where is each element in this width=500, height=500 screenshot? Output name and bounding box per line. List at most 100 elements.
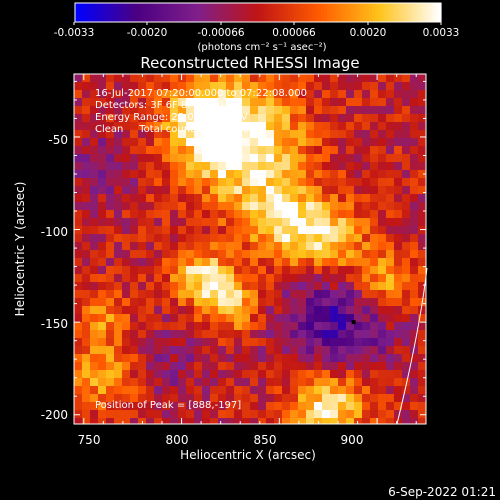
heatmap-cell [410, 146, 419, 155]
heatmap-cell [218, 370, 227, 379]
heatmap-cell [202, 194, 211, 203]
heatmap-cell [402, 106, 411, 115]
heatmap-cell [346, 338, 355, 347]
heatmap-cell [98, 370, 107, 379]
heatmap-cell [354, 130, 363, 139]
colorbar-cell [144, 3, 148, 22]
heatmap-cell [402, 354, 411, 363]
heatmap-cell [98, 154, 107, 163]
heatmap-cell [370, 202, 379, 211]
heatmap-cell [234, 194, 243, 203]
colorbar-cell [315, 3, 319, 22]
heatmap-cell [314, 314, 323, 323]
colorbar-cell [105, 3, 109, 22]
heatmap-cell [242, 362, 251, 371]
heatmap-cell [346, 194, 355, 203]
heatmap-cell [194, 186, 203, 195]
heatmap-cell [274, 210, 283, 219]
heatmap-cell [154, 218, 163, 227]
heatmap-cell [186, 338, 195, 347]
colorbar-cell [273, 3, 277, 22]
heatmap-cell [306, 170, 315, 179]
heatmap-cell [394, 122, 403, 131]
heatmap-cell [202, 258, 211, 267]
heatmap-cell [226, 346, 235, 355]
heatmap-cell [146, 402, 155, 411]
heatmap-cell [202, 330, 211, 339]
heatmap-cell [122, 386, 131, 395]
heatmap-cell [330, 122, 339, 131]
colorbar-cell [213, 3, 217, 22]
heatmap-cell [410, 122, 419, 131]
heatmap-cell [114, 138, 123, 147]
heatmap-cell [194, 178, 203, 187]
heatmap-cell [186, 418, 195, 425]
heatmap-cell [90, 138, 99, 147]
heatmap-cell [106, 194, 115, 203]
heatmap-cell [138, 362, 147, 371]
heatmap-cell [210, 354, 219, 363]
heatmap-cell [202, 274, 211, 283]
heatmap-cell [98, 274, 107, 283]
heatmap-cell [226, 394, 235, 403]
heatmap-cell [250, 186, 259, 195]
heatmap-cell [250, 242, 259, 251]
colorbar-cell [243, 3, 247, 22]
heatmap-cell [82, 250, 91, 259]
heatmap-cell [322, 314, 331, 323]
heatmap-cell [122, 274, 131, 283]
heatmap-cell [226, 74, 235, 83]
heatmap-cell [290, 290, 299, 299]
colorbar-cell [435, 3, 439, 22]
heatmap-cell [162, 122, 171, 131]
heatmap-cell [306, 154, 315, 163]
heatmap-cell [282, 146, 291, 155]
heatmap-cell [354, 354, 363, 363]
heatmap-cell [354, 90, 363, 99]
heatmap-cell [378, 170, 387, 179]
heatmap-cell [282, 242, 291, 251]
colorbar-cell [423, 3, 427, 22]
heatmap-cell [338, 410, 347, 419]
heatmap-cell [82, 338, 91, 347]
heatmap-cell [154, 402, 163, 411]
heatmap-cell [322, 410, 331, 419]
heatmap-cell [338, 314, 347, 323]
heatmap-cell [122, 378, 131, 387]
heatmap-cell [242, 274, 251, 283]
heatmap-cell [194, 298, 203, 307]
heatmap-cell [322, 370, 331, 379]
colorbar-cell [168, 3, 172, 22]
heatmap-cell [370, 178, 379, 187]
heatmap-cell [282, 250, 291, 259]
heatmap-cell [218, 162, 227, 171]
heatmap-cell [298, 122, 307, 131]
heatmap-cell [114, 130, 123, 139]
heatmap-cell [242, 226, 251, 235]
heatmap-cell [98, 330, 107, 339]
heatmap-cell [298, 154, 307, 163]
heatmap-cell [354, 274, 363, 283]
heatmap-cell [258, 106, 267, 115]
heatmap-cell [170, 266, 179, 275]
heatmap-cell [138, 354, 147, 363]
heatmap-cell [146, 282, 155, 291]
heatmap-cell [298, 114, 307, 123]
heatmap-cell [266, 178, 275, 187]
heatmap-cell [186, 354, 195, 363]
heatmap-cell [410, 210, 419, 219]
heatmap-cell [290, 298, 299, 307]
heatmap-cell [378, 282, 387, 291]
heatmap-cell [130, 114, 139, 123]
heatmap-cell [378, 290, 387, 299]
heatmap-cell [130, 162, 139, 171]
heatmap-cell [194, 322, 203, 331]
heatmap-cell [306, 218, 315, 227]
heatmap-cell [314, 410, 323, 419]
heatmap-cell [330, 138, 339, 147]
heatmap-cell [186, 218, 195, 227]
heatmap-cell [346, 122, 355, 131]
heatmap-cell [250, 74, 259, 83]
heatmap-cell [130, 226, 139, 235]
heatmap-cell [210, 418, 219, 425]
